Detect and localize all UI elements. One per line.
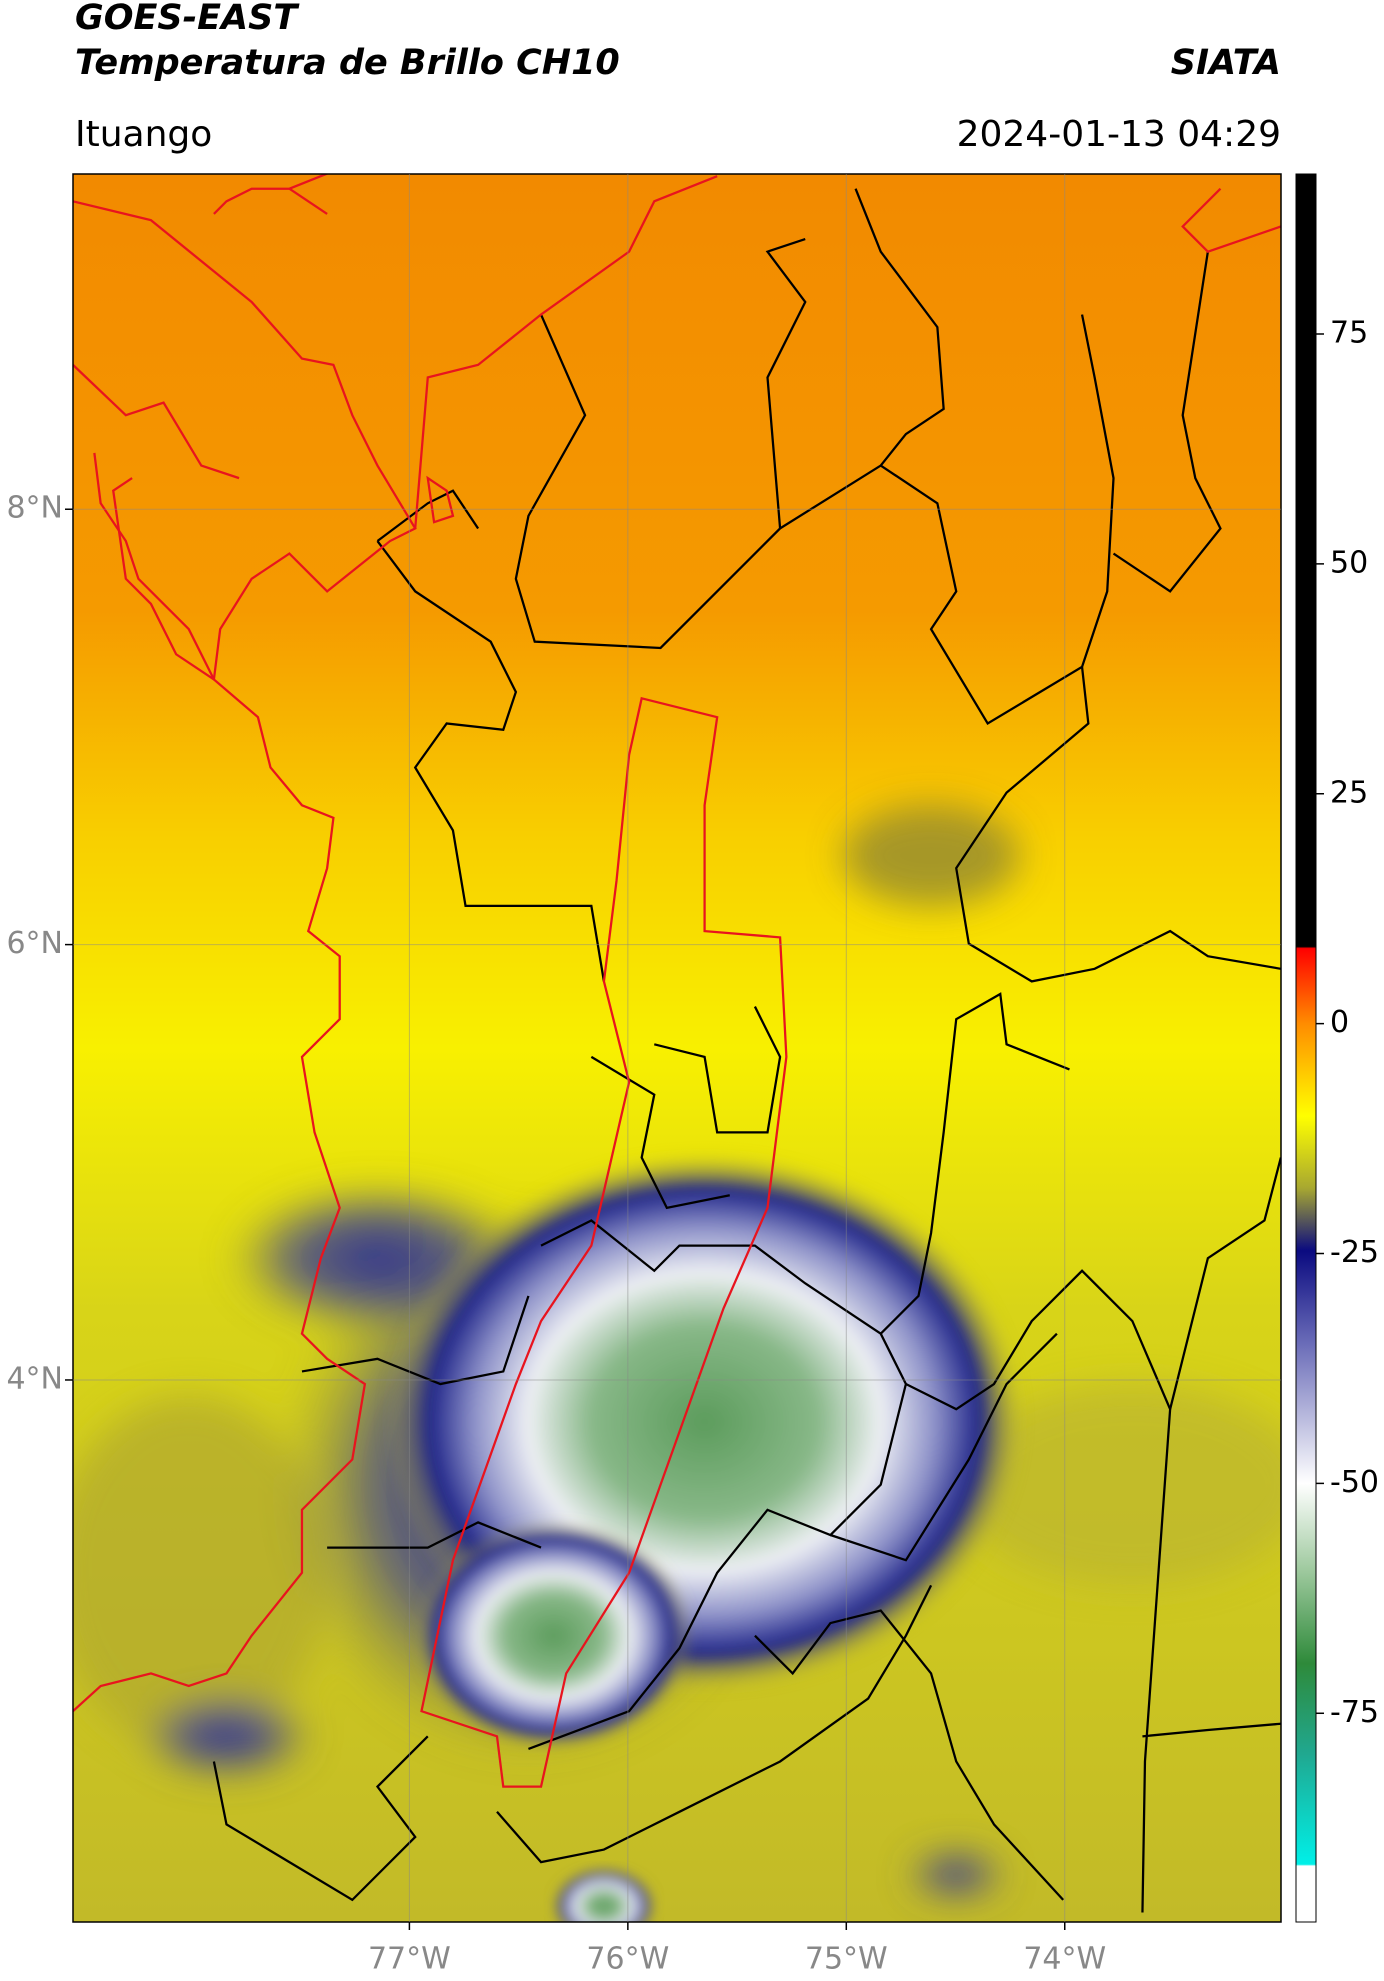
y-tick-label: 4°N (6, 1361, 63, 1396)
map-frame (72, 173, 1282, 1923)
colorbar-tick-label: -25 (1330, 1235, 1379, 1270)
y-tick-label: 8°N (6, 491, 63, 526)
map-imagery (73, 174, 1281, 1922)
colorbar-tick-label: -50 (1330, 1465, 1379, 1500)
x-tick-label: 75°W (805, 1942, 888, 1977)
title: GOES-EAST (75, 0, 300, 38)
colorbar-tick-label: -75 (1330, 1695, 1379, 1730)
colorbar (1295, 173, 1317, 1923)
x-tick-label: 77°W (368, 1942, 451, 1977)
y-tick-label: 6°N (6, 926, 63, 961)
subtitle: Temperatura de Brillo CH10 (75, 43, 620, 83)
x-tick-label: 74°W (1023, 1942, 1106, 1977)
colorbar-tick-label: 50 (1330, 545, 1368, 580)
colorbar-tick-label: 0 (1330, 1005, 1349, 1040)
datetime: 2024-01-13 04:29 (957, 114, 1281, 155)
colorbar-tick-label: 75 (1330, 315, 1368, 350)
location: Ituango (75, 114, 212, 155)
ticks: 77°W 76°W 75°W 74°W 4°N 6°N 8°N -75 -50 -25 0 25 50 7… (6, 174, 1379, 1977)
colorbar-tick-label: 25 (1330, 775, 1368, 810)
x-tick-label: 76°W (586, 1942, 669, 1977)
source: SIATA (1171, 43, 1281, 83)
